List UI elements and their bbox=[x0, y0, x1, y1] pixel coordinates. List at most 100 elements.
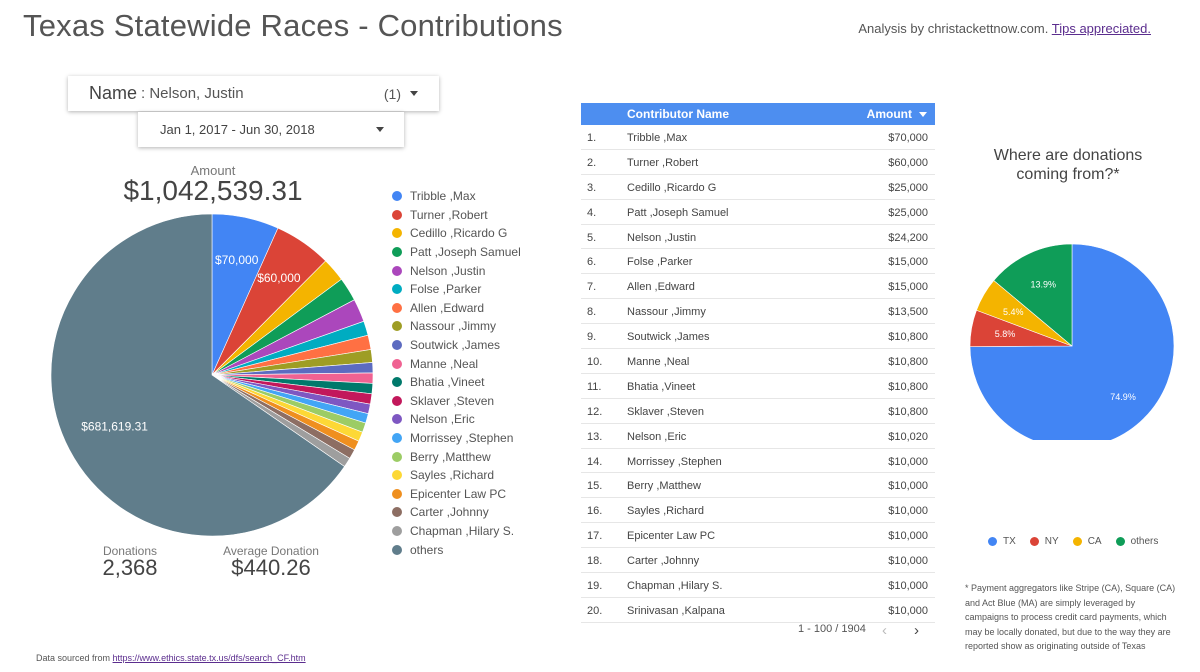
legend-label: Berry ,Matthew bbox=[410, 449, 491, 464]
row-number: 19. bbox=[587, 580, 603, 593]
row-number: 13. bbox=[587, 430, 603, 443]
legend-label: Epicenter Law PC bbox=[410, 486, 507, 501]
legend-item[interactable]: Cedillo ,Ricardo G bbox=[392, 224, 521, 243]
table-row[interactable]: 16. Sayles ,Richard $10,000 bbox=[581, 498, 935, 524]
source-prefix: Data sourced from bbox=[36, 653, 111, 663]
contributor-pie-slice-label: $681,619.31 bbox=[81, 419, 148, 433]
legend-item[interactable]: Patt ,Joseph Samuel bbox=[392, 243, 521, 262]
table-row[interactable]: 19. Chapman ,Hilary S. $10,000 bbox=[581, 573, 935, 598]
legend-swatch bbox=[392, 321, 402, 332]
legend-item[interactable]: Morrissey ,Stephen bbox=[392, 429, 521, 448]
amount-cell: $15,000 bbox=[888, 281, 928, 294]
legend-item[interactable]: Soutwick ,James bbox=[392, 336, 521, 355]
amount-cell: $10,000 bbox=[888, 580, 928, 593]
legend-item[interactable]: Manne ,Neal bbox=[392, 354, 521, 373]
legend-swatch bbox=[392, 358, 402, 369]
legend-item[interactable]: Carter ,Johnny bbox=[392, 503, 521, 522]
name-filter-count: (1) bbox=[383, 85, 401, 102]
geo-legend: TX NY CA others bbox=[988, 536, 1172, 547]
legend-item[interactable]: Sayles ,Richard bbox=[392, 466, 521, 485]
average-donation-label: Average Donation bbox=[223, 544, 319, 558]
source-link[interactable]: https://www.ethics.state.tx.us/dfs/searc… bbox=[112, 653, 306, 663]
data-source: Data sourced from https://www.ethics.sta… bbox=[36, 653, 306, 663]
sort-desc-icon[interactable] bbox=[919, 112, 927, 117]
geo-legend-item[interactable]: others bbox=[1115, 536, 1158, 547]
table-row[interactable]: 13. Nelson ,Eric $10,020 bbox=[581, 424, 935, 449]
geo-pie-slice-label: 5.8% bbox=[995, 329, 1016, 339]
legend-label: Tribble ,Max bbox=[410, 189, 476, 204]
column-header-amount[interactable]: Amount bbox=[866, 107, 912, 121]
amount-cell: $70,000 bbox=[888, 132, 928, 144]
table-row[interactable]: 10. Manne ,Neal $10,800 bbox=[581, 349, 935, 374]
row-number: 7. bbox=[587, 281, 597, 294]
table-row[interactable]: 9. Soutwick ,James $10,800 bbox=[581, 324, 935, 350]
chevron-left-icon[interactable]: ‹ bbox=[882, 622, 887, 639]
legend-item[interactable]: Bhatia ,Vineet bbox=[392, 373, 521, 392]
table-row[interactable]: 15. Berry ,Matthew $10,000 bbox=[581, 473, 935, 499]
geo-pie-slice[interactable] bbox=[993, 243, 1073, 347]
legend-item[interactable]: Tribble ,Max bbox=[392, 187, 521, 206]
legend-label: Patt ,Joseph Samuel bbox=[410, 245, 521, 260]
table-row[interactable]: 4. Patt ,Joseph Samuel $25,000 bbox=[581, 200, 935, 225]
contributor-name-cell: Srinivasan ,Kalpana bbox=[627, 604, 725, 617]
legend-item[interactable]: Allen ,Edward bbox=[392, 299, 521, 318]
table-row[interactable]: 7. Allen ,Edward $15,000 bbox=[581, 274, 935, 300]
geo-legend-item[interactable]: TX bbox=[988, 536, 1016, 547]
geo-pie-slice[interactable] bbox=[969, 243, 1175, 440]
table-row[interactable]: 17. Epicenter Law PC $10,000 bbox=[581, 523, 935, 549]
geo-pie-slice-label: 74.9% bbox=[1110, 392, 1136, 402]
pagination-info: 1 - 100 / 1904 bbox=[798, 623, 866, 635]
table-row[interactable]: 18. Carter ,Johnny $10,000 bbox=[581, 548, 935, 574]
geo-legend-item[interactable]: CA bbox=[1072, 536, 1102, 547]
geo-legend-item[interactable]: NY bbox=[1029, 536, 1059, 547]
column-header-name[interactable]: Contributor Name bbox=[627, 107, 729, 121]
table-row[interactable]: 8. Nassour ,Jimmy $13,500 bbox=[581, 299, 935, 325]
contributor-name-cell: Folse ,Parker bbox=[627, 256, 693, 269]
table-row[interactable]: 6. Folse ,Parker $15,000 bbox=[581, 249, 935, 275]
amount-cell: $25,000 bbox=[888, 206, 928, 219]
contributor-name-cell: Bhatia ,Vineet bbox=[627, 380, 696, 393]
name-filter-label: Name bbox=[89, 83, 138, 103]
tips-link[interactable]: Tips appreciated. bbox=[1051, 21, 1151, 36]
legend-label: Manne ,Neal bbox=[410, 356, 479, 371]
legend-label: Nelson ,Eric bbox=[410, 412, 475, 427]
table-row[interactable]: 2. Turner ,Robert $60,000 bbox=[581, 150, 935, 175]
legend-item[interactable]: others bbox=[392, 540, 521, 559]
legend-swatch bbox=[392, 228, 402, 239]
legend-item[interactable]: Chapman ,Hilary S. bbox=[392, 522, 521, 541]
name-filter-dropdown[interactable]: Name: Nelson, Justin (1) bbox=[68, 76, 439, 111]
table-row[interactable]: 3. Cedillo ,Ricardo G $25,000 bbox=[581, 175, 935, 200]
contributor-pie-slice-label: $70,000 bbox=[215, 253, 259, 267]
legend-item[interactable]: Epicenter Law PC bbox=[392, 485, 521, 504]
table-row[interactable]: 20. Srinivasan ,Kalpana $10,000 bbox=[581, 598, 935, 623]
legend-label: Nelson ,Justin bbox=[410, 263, 486, 278]
table-row[interactable]: 5. Nelson ,Justin $24,200 bbox=[581, 225, 935, 250]
chevron-right-icon[interactable]: › bbox=[914, 622, 919, 639]
table-row[interactable]: 12. Sklaver ,Steven $10,800 bbox=[581, 399, 935, 424]
legend-item[interactable]: Folse ,Parker bbox=[392, 280, 521, 299]
legend-item[interactable]: Berry ,Matthew bbox=[392, 447, 521, 466]
row-number: 17. bbox=[587, 530, 603, 543]
legend-label: Bhatia ,Vineet bbox=[410, 375, 485, 390]
contributor-name-cell: Cedillo ,Ricardo G bbox=[627, 181, 717, 194]
row-number: 18. bbox=[587, 555, 603, 568]
table-row[interactable]: 14. Morrissey ,Stephen $10,000 bbox=[581, 449, 935, 474]
legend-item[interactable]: Sklaver ,Steven bbox=[392, 392, 521, 411]
contributor-name-cell: Tribble ,Max bbox=[627, 132, 688, 144]
contributor-name-cell: Berry ,Matthew bbox=[627, 480, 701, 493]
amount-cell: $10,800 bbox=[888, 380, 928, 393]
table-row[interactable]: 11. Bhatia ,Vineet $10,800 bbox=[581, 374, 935, 399]
amount-cell: $13,500 bbox=[888, 306, 928, 319]
legend-item[interactable]: Nelson ,Justin bbox=[392, 261, 521, 280]
legend-item[interactable]: Nelson ,Eric bbox=[392, 410, 521, 429]
legend-item[interactable]: Nassour ,Jimmy bbox=[392, 317, 521, 336]
table-row[interactable]: 1. Tribble ,Max $70,000 bbox=[581, 125, 935, 150]
date-range-picker[interactable]: Jan 1, 2017 - Jun 30, 2018 bbox=[138, 112, 404, 147]
contributor-pie-slice[interactable] bbox=[50, 213, 345, 537]
legend-item[interactable]: Turner ,Robert bbox=[392, 206, 521, 225]
table-header: Contributor Name Amount bbox=[581, 103, 935, 125]
contributor-name-cell: Turner ,Robert bbox=[627, 156, 699, 169]
amount-cell: $10,800 bbox=[888, 356, 928, 369]
legend-label: Carter ,Johnny bbox=[410, 505, 489, 520]
legend-swatch bbox=[392, 284, 402, 295]
